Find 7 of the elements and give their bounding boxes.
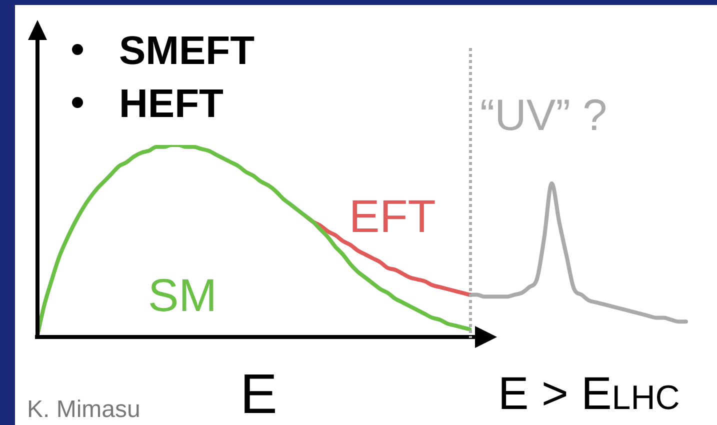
text: HEFT	[119, 82, 224, 126]
text: SMEFT	[119, 29, 255, 73]
series-label: SM	[148, 269, 217, 321]
x-axis-title: E	[240, 362, 278, 425]
text: K. Mimasu	[27, 396, 140, 423]
series-label: EFT	[349, 190, 436, 242]
series-label: “UV” ?	[480, 91, 608, 140]
